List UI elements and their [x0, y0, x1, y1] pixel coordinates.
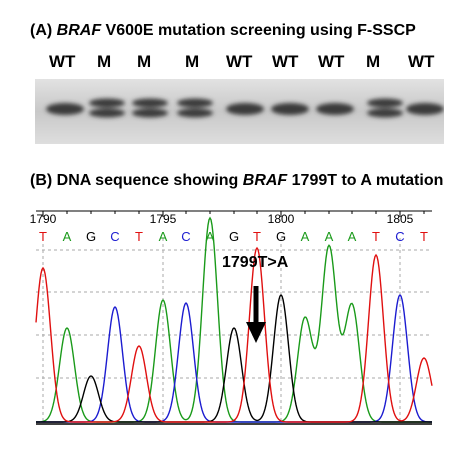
- trace-C: [36, 293, 432, 423]
- lane-label: WT: [272, 52, 299, 71]
- panel-b-title-rest: 1799T to A mutation: [287, 172, 444, 189]
- base-call: T: [135, 229, 143, 244]
- gel-band: [89, 108, 125, 118]
- trace-A: [36, 216, 432, 423]
- base-call: T: [39, 229, 47, 244]
- gel-band: [89, 98, 125, 108]
- base-call: T: [420, 229, 428, 244]
- base-call: C: [181, 229, 190, 244]
- gel-band: [177, 98, 213, 108]
- gel-band: [132, 108, 168, 118]
- base-call: A: [206, 229, 215, 244]
- position-label: 1800: [268, 212, 295, 226]
- lane-label: WT: [226, 52, 253, 71]
- panel-b-title-gene: BRAF: [242, 172, 288, 189]
- base-call: C: [395, 229, 404, 244]
- base-call: G: [86, 229, 96, 244]
- base-call: G: [229, 229, 239, 244]
- gel-band: [177, 108, 213, 118]
- base-call: A: [63, 229, 72, 244]
- gel-band: [316, 103, 354, 115]
- base-call: G: [276, 229, 286, 244]
- base-call: A: [325, 229, 334, 244]
- panel-a-title-rest: V600E mutation screening using F-SSCP: [101, 22, 416, 39]
- position-label: 1805: [387, 212, 414, 226]
- base-call: C: [110, 229, 119, 244]
- panel-b-title-prefix: (B) DNA sequence showing: [30, 172, 243, 189]
- base-call: T: [372, 229, 380, 244]
- gel-band: [132, 98, 168, 108]
- base-call: A: [159, 229, 168, 244]
- mutation-label: 1799T>A: [222, 254, 289, 271]
- position-label: 1795: [150, 212, 177, 226]
- gel-band: [367, 98, 403, 108]
- panel-a-title-gene: BRAF: [56, 22, 102, 39]
- lane-label: M: [137, 52, 152, 71]
- position-label: 1790: [30, 212, 57, 226]
- lane-label: M: [185, 52, 200, 71]
- base-call: T: [253, 229, 261, 244]
- lane-label: WT: [408, 52, 435, 71]
- gel-band: [271, 103, 309, 115]
- panel-b-title: (B) DNA sequence showing BRAF 1799T to A…: [30, 172, 443, 190]
- lane-label: M: [97, 52, 112, 71]
- lane-label: WT: [318, 52, 345, 71]
- panel-a-title-prefix: (A): [30, 22, 57, 39]
- gel-image: [35, 79, 444, 144]
- trace-G: [36, 293, 432, 423]
- gel-band: [46, 103, 84, 115]
- lane-label: WT: [49, 52, 76, 71]
- base-call: A: [301, 229, 310, 244]
- gel-band: [367, 108, 403, 118]
- mutation-arrow: [246, 286, 266, 343]
- gel-band: [226, 103, 264, 115]
- gel-band: [406, 103, 444, 115]
- trace-T: [35, 246, 433, 423]
- panel-a-title: (A) BRAF V600E mutation screening using …: [30, 22, 416, 40]
- base-call: A: [348, 229, 357, 244]
- lane-label: M: [366, 52, 381, 71]
